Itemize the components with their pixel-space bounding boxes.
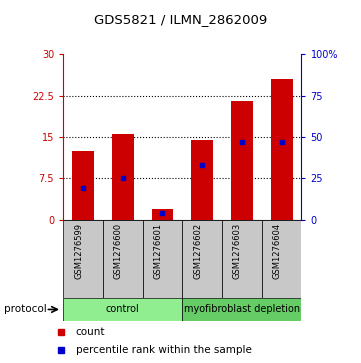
Bar — [271, 79, 292, 220]
Bar — [63, 298, 182, 321]
Bar — [182, 298, 301, 321]
Text: GSM1276600: GSM1276600 — [114, 223, 123, 279]
Text: myofibroblast depletion: myofibroblast depletion — [184, 305, 300, 314]
Bar — [112, 134, 134, 220]
Bar — [72, 151, 94, 220]
Text: GSM1276603: GSM1276603 — [233, 223, 242, 279]
Bar — [143, 220, 182, 298]
Text: percentile rank within the sample: percentile rank within the sample — [75, 345, 252, 355]
Bar — [103, 220, 143, 298]
Text: GSM1276602: GSM1276602 — [193, 223, 202, 279]
Text: GDS5821 / ILMN_2862009: GDS5821 / ILMN_2862009 — [94, 13, 267, 26]
Bar — [191, 140, 213, 220]
Bar — [63, 220, 103, 298]
Bar — [152, 209, 173, 220]
Text: protocol: protocol — [4, 305, 46, 314]
Text: count: count — [75, 327, 105, 337]
Bar — [222, 220, 262, 298]
Text: control: control — [106, 305, 140, 314]
Text: GSM1276604: GSM1276604 — [273, 223, 282, 279]
Bar — [262, 220, 301, 298]
Bar — [182, 220, 222, 298]
Text: GSM1276601: GSM1276601 — [153, 223, 162, 279]
Text: GSM1276599: GSM1276599 — [74, 223, 83, 279]
Bar — [231, 101, 253, 220]
